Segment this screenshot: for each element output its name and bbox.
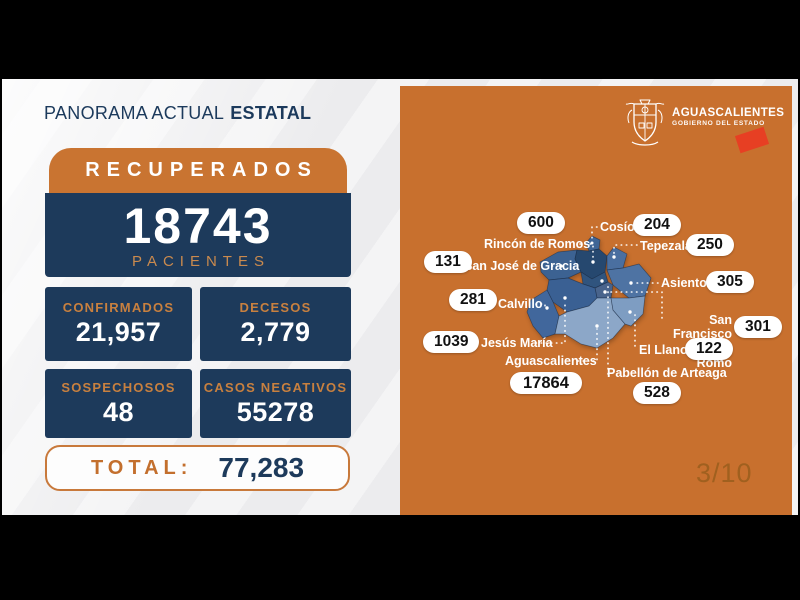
connector-cosio — [591, 226, 598, 241]
connector-aguascalientes — [577, 328, 598, 362]
stat-value: 48 — [102, 396, 135, 427]
map-label-el-llano: El Llano — [639, 343, 688, 357]
map-panel: AGUASCALIENTES GOBIERNO DEL ESTADO 600 R… — [400, 86, 792, 515]
value-pill-el-llano: 122 — [685, 338, 733, 360]
value-pill-asientos: 305 — [706, 271, 754, 293]
stat-card-confirmados: CONFIRMADOS 21,957 — [45, 287, 192, 361]
logo-text: AGUASCALIENTES GOBIERNO DEL ESTADO — [672, 107, 784, 127]
map-label-jesus-maria: Jesús María — [481, 336, 553, 350]
value-pill-jesus-maria: 1039 — [423, 331, 480, 353]
map-label-cosio: Cosío — [600, 220, 635, 234]
page-indicator: 3/10 — [696, 458, 753, 488]
value-pill-calvillo: 281 — [449, 289, 497, 311]
map-label-asientos: Asientos — [661, 276, 714, 290]
page-title: PANORAMA ACTUAL ESTATAL — [44, 103, 311, 124]
page-title-regular: PANORAMA ACTUAL — [44, 103, 225, 123]
map-region-asientos — [606, 263, 652, 299]
stat-value: 2,779 — [240, 317, 311, 347]
stat-label: CASOS NEGATIVOS — [203, 379, 348, 395]
connector-rincon-de-romos — [579, 243, 594, 260]
total-label: TOTAL: — [90, 456, 193, 479]
value-pill-aguascalientes: 17864 — [510, 372, 582, 394]
connector-calvillo — [535, 303, 546, 308]
map-region-el-llano — [610, 295, 646, 327]
value-pill-tepezala: 250 — [686, 234, 734, 256]
stat-label: CONFIRMADOS — [62, 300, 175, 315]
logo-title: AGUASCALIENTES — [672, 107, 785, 119]
infographic-slide: PANORAMA ACTUAL ESTATAL RECUPERADOS 18743… — [2, 79, 798, 515]
total-value: 77,283 — [218, 452, 305, 483]
stat-card-casos-negativos: CASOS NEGATIVOS 55278 — [200, 369, 351, 438]
connector-jesus-maria — [535, 300, 566, 344]
stat-card-sospechosos: SOSPECHOSOS 48 — [45, 369, 192, 438]
recovered-value: 18743 — [123, 197, 273, 254]
state-crest-icon — [625, 99, 665, 146]
connector-san-francisco-de-los-romo — [607, 291, 663, 319]
total-card: TOTAL: 77,283 — [45, 445, 350, 491]
recovered-unit-label: PACIENTES — [132, 252, 270, 270]
recovered-banner-label: RECUPERADOS — [85, 159, 318, 181]
label-connector-lines — [535, 226, 663, 375]
value-pill-san-francisco-de-los-romo: 301 — [734, 316, 782, 338]
municipality-regions — [526, 235, 652, 349]
stat-label: SOSPECHOSOS — [61, 379, 176, 395]
logo-subtitle: GOBIERNO DEL ESTADO — [672, 120, 765, 127]
region-anchor-dots — [545, 241, 633, 328]
stat-label: DECESOS — [239, 300, 312, 315]
map-label-pabellon-de-arteaga: Pabellón de Arteaga — [607, 366, 727, 380]
value-pill-san-jose-de-gracia: 131 — [424, 251, 472, 273]
page-title-bold: ESTATAL — [230, 103, 312, 123]
map-label-tepezala: Tepezalá — [640, 239, 692, 253]
map-label-rincon-de-romos: Rincón de Romos — [484, 237, 591, 251]
map-label-calvillo: Calvillo — [498, 297, 543, 311]
stat-value: 55278 — [236, 396, 315, 427]
map-region-tepezala — [606, 246, 628, 271]
recovered-card: 18743 PACIENTES — [45, 193, 351, 277]
value-pill-cosio: 204 — [633, 214, 681, 236]
stat-value: 21,957 — [75, 317, 162, 347]
recovered-banner: RECUPERADOS — [49, 148, 347, 193]
map-label-aguascalientes: Aguascalientes — [505, 354, 597, 368]
value-pill-pabellon-de-arteaga: 528 — [633, 382, 681, 404]
map-label-san-jose-de-gracia: San José de Gracia — [464, 259, 580, 273]
value-pill-rincon-de-romos: 600 — [517, 212, 565, 234]
aguascalientes-state-map — [526, 226, 663, 375]
stat-card-decesos: DECESOS 2,779 — [200, 287, 351, 361]
